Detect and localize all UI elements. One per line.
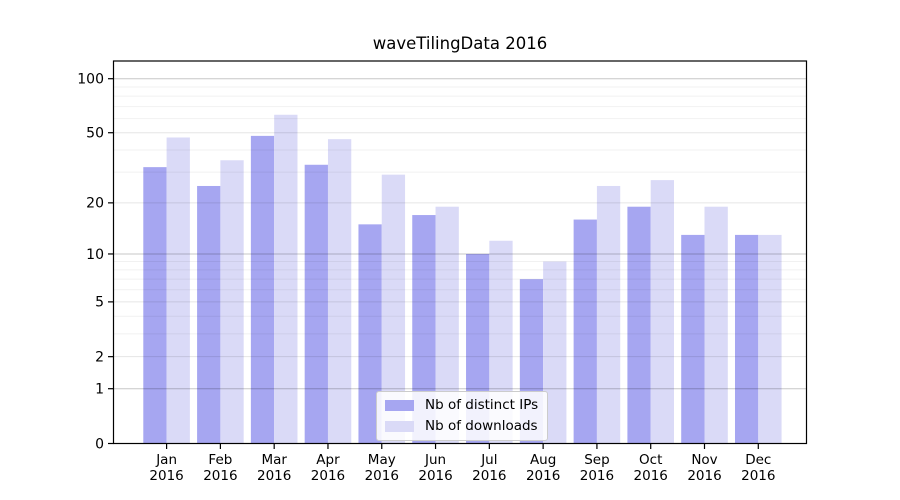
x-tick-label-month: Dec xyxy=(745,452,771,468)
bar-downloads-dec xyxy=(758,234,782,444)
y-tick-label: 50 xyxy=(86,126,104,142)
bar-downloads-oct xyxy=(650,180,675,444)
legend-item-downloads: Nb of downloads xyxy=(385,418,538,435)
x-tick-label-year: 2016 xyxy=(580,468,614,484)
bar-distinct-ips-mar xyxy=(250,135,275,444)
bar-distinct-ips-feb xyxy=(197,185,221,444)
y-tick-label: 0 xyxy=(95,436,104,452)
bar-downloads-apr xyxy=(327,139,352,444)
plot-frame xyxy=(112,60,808,445)
legend-label-distinct-ips: Nb of distinct IPs xyxy=(425,397,539,413)
y-tick-label: 10 xyxy=(86,247,104,263)
bar-distinct-ips-sep xyxy=(573,219,597,444)
x-tick-label-year: 2016 xyxy=(257,468,291,484)
x-tick-label-month: Oct xyxy=(639,452,662,468)
x-tick-label-month: Feb xyxy=(208,452,232,468)
legend: Nb of distinct IPs Nb of downloads xyxy=(376,391,549,441)
bar-downloads-nov xyxy=(704,206,728,444)
bar-downloads-sep xyxy=(596,185,621,444)
x-tick-label-month: Sep xyxy=(584,452,609,468)
bar-distinct-ips-dec xyxy=(734,234,759,444)
bar-distinct-ips-oct xyxy=(627,206,651,444)
x-tick-label-year: 2016 xyxy=(203,468,237,484)
bar-distinct-ips-apr xyxy=(304,164,328,444)
x-tick-label-year: 2016 xyxy=(418,468,452,484)
bar-downloads-may xyxy=(381,174,406,444)
bar-distinct-ips-may xyxy=(358,224,382,444)
legend-swatch-distinct-ips xyxy=(385,400,414,411)
legend-swatch-downloads xyxy=(385,421,414,432)
bar-downloads-jan xyxy=(166,137,190,444)
x-tick-label-year: 2016 xyxy=(687,468,721,484)
x-tick-label-year: 2016 xyxy=(741,468,775,484)
x-tick-label-year: 2016 xyxy=(526,468,560,484)
bar-distinct-ips-nov xyxy=(681,234,705,444)
x-tick-label-month: Mar xyxy=(261,452,287,468)
x-tick-label-month: Jun xyxy=(424,452,446,468)
legend-label-downloads: Nb of downloads xyxy=(425,418,538,434)
x-tick-label-year: 2016 xyxy=(472,468,506,484)
bar-downloads-jun xyxy=(435,206,459,444)
bar-downloads-mar xyxy=(274,114,298,444)
x-tick-label-month: Nov xyxy=(691,452,717,468)
x-tick-label-month: May xyxy=(368,452,396,468)
x-tick-label-month: Apr xyxy=(316,452,340,468)
legend-item-distinct-ips: Nb of distinct IPs xyxy=(385,397,538,414)
x-tick-label-year: 2016 xyxy=(311,468,345,484)
chart-title: waveTilingData 2016 xyxy=(372,34,548,53)
bar-distinct-ips-jun xyxy=(412,215,436,444)
y-tick-label: 1 xyxy=(95,382,104,398)
x-tick-label-year: 2016 xyxy=(365,468,399,484)
y-tick-label: 2 xyxy=(95,349,104,365)
x-tick-label-year: 2016 xyxy=(634,468,668,484)
bar-downloads-feb xyxy=(220,160,244,444)
y-tick-label: 100 xyxy=(77,72,104,88)
x-tick-label-month: Jan xyxy=(155,452,177,468)
x-tick-label-month: Aug xyxy=(530,452,556,468)
x-tick-label-year: 2016 xyxy=(149,468,183,484)
bar-downloads-aug xyxy=(543,261,567,444)
y-tick-label: 5 xyxy=(95,295,104,311)
bar-distinct-ips-jan xyxy=(143,167,167,444)
x-tick-label-month: Jul xyxy=(480,452,497,468)
y-tick-label: 20 xyxy=(86,196,104,212)
